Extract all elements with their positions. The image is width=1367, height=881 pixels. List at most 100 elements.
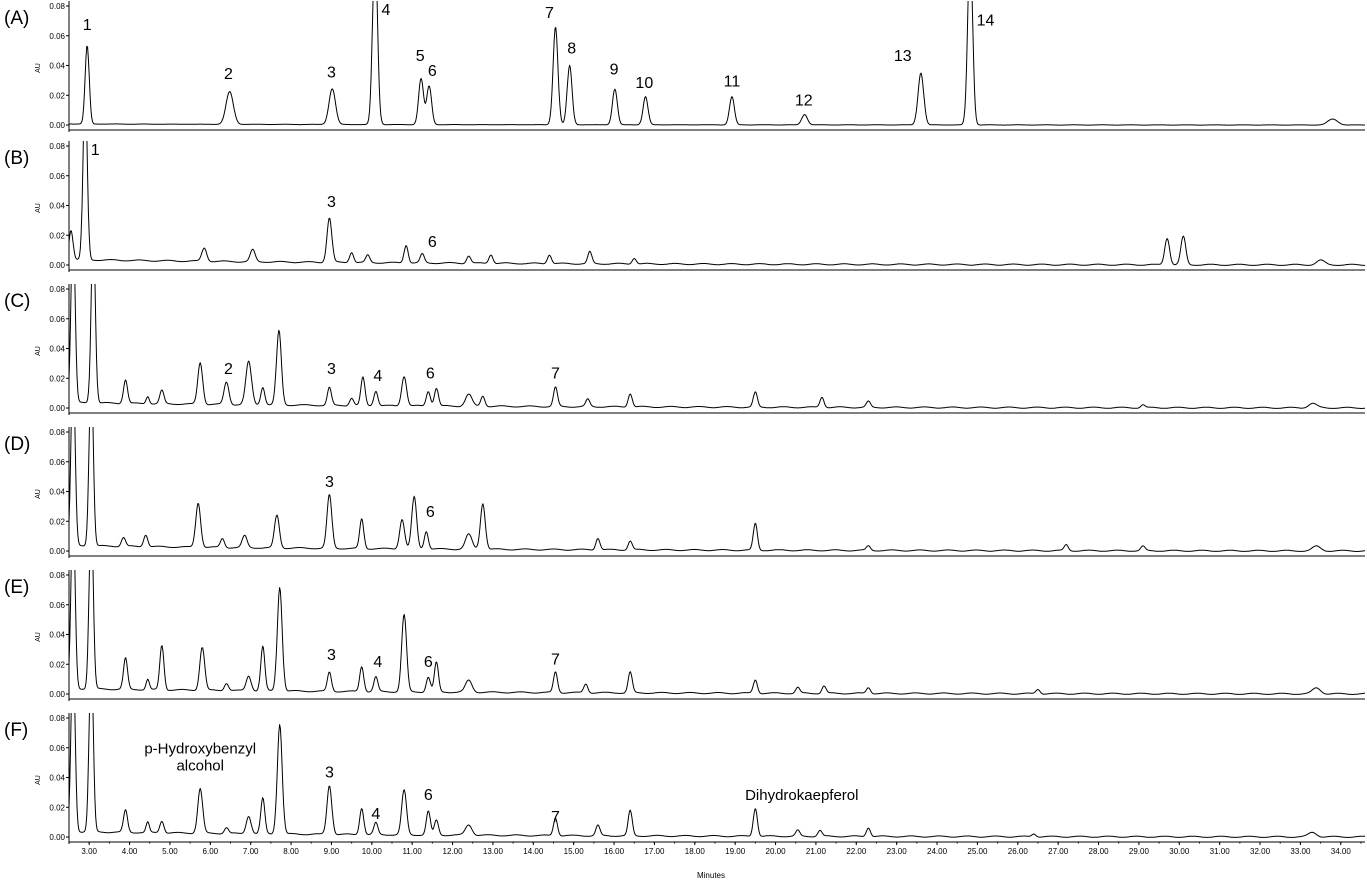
panel-letter: (B) <box>4 148 29 169</box>
x-tick-label: 13.00 <box>483 847 504 856</box>
x-tick-label: 6.00 <box>203 847 219 856</box>
peak-label: 9 <box>610 61 619 78</box>
x-tick-label: 34.00 <box>1331 847 1352 856</box>
x-tick-label: 29.00 <box>1129 847 1150 856</box>
y-tick-label: 0.02 <box>49 517 65 526</box>
x-tick-label: 16.00 <box>604 847 625 856</box>
y-tick-label: 0.00 <box>49 547 65 556</box>
y-tick-label: 0.08 <box>49 571 65 580</box>
x-tick-label: 28.00 <box>1089 847 1110 856</box>
y-axis-label: AU <box>35 775 42 785</box>
x-tick-label: 15.00 <box>564 847 585 856</box>
x-tick-label: 7.00 <box>243 847 259 856</box>
peak-label: 1 <box>91 142 100 159</box>
peak-label: 7 <box>551 651 560 668</box>
x-tick-label: 22.00 <box>846 847 867 856</box>
y-tick-label: 0.04 <box>49 62 65 71</box>
annotation-label: Dihydrokaepferol <box>745 787 858 804</box>
peak-label: 4 <box>371 806 380 823</box>
y-tick-label: 0.00 <box>49 833 65 842</box>
panel-b: (B) AU 0.00 0.02 0.04 0.06 0.08 1 3 6 <box>4 141 1365 272</box>
peak-label: 3 <box>327 361 336 378</box>
x-tick-label: 25.00 <box>967 847 988 856</box>
y-tick-label: 0.08 <box>49 2 65 11</box>
annotation-line: Dihydrokaepferol <box>745 787 858 804</box>
y-tick-label: 0.06 <box>49 172 65 181</box>
y-tick-label: 0.08 <box>49 428 65 437</box>
y-tick-label: 0.06 <box>49 32 65 41</box>
y-tick-label: 0.00 <box>49 690 65 699</box>
annotation-label: p-Hydroxybenzyl alcohol <box>144 741 256 775</box>
chromatogram-trace <box>69 427 1365 552</box>
y-tick-label: 0.04 <box>49 631 65 640</box>
chromatogram-trace <box>69 713 1365 838</box>
x-tick-label: 30.00 <box>1169 847 1190 856</box>
y-axis-label: AU <box>35 203 42 213</box>
y-tick-label: 0.06 <box>49 601 65 610</box>
y-tick-label: 0.08 <box>49 285 65 294</box>
x-tick-label: 4.00 <box>122 847 138 856</box>
peak-label: 7 <box>545 5 554 22</box>
peak-label: 6 <box>424 787 433 804</box>
panel-c: (C) AU 0.00 0.02 0.04 0.06 0.08 2 3 4 6 7 <box>4 284 1365 415</box>
y-tick-label: 0.02 <box>49 231 65 240</box>
panel-e: (E) AU 0.00 0.02 0.04 0.06 0.08 3 4 6 7 <box>4 570 1365 701</box>
peak-label: 6 <box>426 365 435 382</box>
y-axis-label: AU <box>35 346 42 356</box>
y-tick-label: 0.04 <box>49 345 65 354</box>
peak-label: 3 <box>325 765 334 782</box>
x-tick-label: 3.00 <box>81 847 97 856</box>
x-tick-label: 24.00 <box>927 847 948 856</box>
panel-f: (F) AU 0.00 0.02 0.04 0.06 0.08 3 4 6 7 p-Hydroxybe… <box>4 713 1365 844</box>
y-tick-label: 0.02 <box>49 803 65 812</box>
peak-label: 3 <box>327 194 336 211</box>
y-tick-label: 0.04 <box>49 488 65 497</box>
x-tick-label: 26.00 <box>1008 847 1029 856</box>
panel-d: (D) AU 0.00 0.02 0.04 0.06 0.08 3 6 <box>4 427 1365 558</box>
panel-letter: (D) <box>4 434 30 455</box>
panel-letter: (C) <box>4 291 30 312</box>
panel-letter: (E) <box>4 577 29 598</box>
peak-label: 5 <box>416 48 425 65</box>
peak-label: 1 <box>83 17 92 34</box>
peak-label: 3 <box>325 474 334 491</box>
x-tick-label: 8.00 <box>283 847 299 856</box>
peak-label: 13 <box>894 48 912 65</box>
y-tick-label: 0.08 <box>49 142 65 151</box>
x-tick-label: 10.00 <box>362 847 383 856</box>
x-tick-label: 18.00 <box>685 847 706 856</box>
chromatogram-trace <box>69 141 1365 266</box>
y-tick-label: 0.02 <box>49 660 65 669</box>
y-tick-label: 0.02 <box>49 91 65 100</box>
peak-label: 6 <box>428 234 437 251</box>
peak-label: 6 <box>428 63 437 80</box>
chromatogram-trace <box>69 1 1365 126</box>
peak-label: 7 <box>551 365 560 382</box>
peak-label: 6 <box>424 654 433 671</box>
peak-label: 4 <box>381 2 390 19</box>
peak-label: 2 <box>224 66 233 83</box>
x-tick-label: 14.00 <box>523 847 544 856</box>
x-axis-label: Minutes <box>697 871 725 880</box>
x-tick-label: 19.00 <box>725 847 746 856</box>
y-axis-label: AU <box>35 63 42 73</box>
peak-label: 6 <box>426 504 435 521</box>
peak-label: 3 <box>327 64 336 81</box>
y-tick-label: 0.06 <box>49 744 65 753</box>
peak-label: 4 <box>373 368 382 385</box>
peak-label: 2 <box>224 361 233 378</box>
peak-label: 7 <box>551 809 560 826</box>
x-tick-label: 20.00 <box>766 847 787 856</box>
x-tick-label: 32.00 <box>1250 847 1271 856</box>
y-tick-label: 0.06 <box>49 458 65 467</box>
peak-label: 3 <box>327 647 336 664</box>
x-tick-label: 31.00 <box>1210 847 1231 856</box>
peak-label: 14 <box>977 12 995 29</box>
x-tick-label: 12.00 <box>443 847 464 856</box>
x-tick-label: 27.00 <box>1048 847 1069 856</box>
y-tick-label: 0.08 <box>49 714 65 723</box>
x-tick-label: 17.00 <box>644 847 665 856</box>
